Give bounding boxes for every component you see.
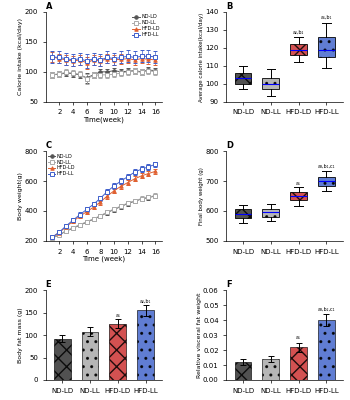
Text: F: F (226, 280, 232, 290)
Text: a₃,b₂,c₁: a₃,b₂,c₁ (317, 307, 335, 312)
PathPatch shape (234, 210, 251, 218)
Text: a₃,b₁,c₁: a₃,b₁,c₁ (317, 164, 335, 169)
Text: a₂,b₂: a₂,b₂ (293, 30, 304, 34)
Text: a₁: a₁ (296, 335, 301, 340)
Text: C: C (46, 141, 52, 150)
X-axis label: Time (week): Time (week) (82, 256, 125, 262)
Y-axis label: Relative visceral fat weight: Relative visceral fat weight (197, 292, 202, 378)
Y-axis label: Body fat mass (g): Body fat mass (g) (18, 307, 23, 363)
Text: A: A (46, 2, 52, 11)
Bar (110, 324, 126, 380)
Text: B: B (226, 2, 233, 11)
PathPatch shape (262, 208, 279, 217)
X-axis label: Time(week): Time(week) (83, 117, 124, 123)
Bar (54, 339, 70, 380)
PathPatch shape (318, 37, 335, 57)
Text: E: E (46, 280, 51, 290)
Text: a₁,b₁: a₁,b₁ (321, 15, 332, 20)
Legend: ND-LD, ND-LL, HFD-LD, HFD-LL: ND-LD, ND-LL, HFD-LD, HFD-LL (131, 12, 162, 39)
Bar (290, 347, 307, 380)
Text: a₂,b₁: a₂,b₁ (140, 299, 151, 304)
Y-axis label: Final body weight (g): Final body weight (g) (199, 167, 204, 225)
Text: a₁: a₁ (115, 313, 120, 318)
PathPatch shape (234, 73, 251, 84)
Legend: ND-LD, ND-LL, HFD-LD, HFD-LL: ND-LD, ND-LL, HFD-LD, HFD-LL (46, 152, 77, 178)
PathPatch shape (290, 44, 307, 55)
Text: D: D (226, 141, 233, 150)
Bar (318, 320, 335, 380)
PathPatch shape (318, 176, 335, 186)
Y-axis label: Body weight(g): Body weight(g) (18, 172, 23, 220)
Text: a₁: a₁ (296, 180, 301, 186)
Bar (234, 362, 251, 380)
Bar (137, 310, 154, 380)
Y-axis label: Calorie intake (kcal/day): Calorie intake (kcal/day) (18, 18, 23, 95)
Bar (82, 332, 98, 380)
PathPatch shape (290, 192, 307, 200)
Bar (262, 359, 279, 380)
Y-axis label: Average calorie intake(kcal/day): Average calorie intake(kcal/day) (199, 12, 204, 102)
PathPatch shape (262, 78, 279, 89)
